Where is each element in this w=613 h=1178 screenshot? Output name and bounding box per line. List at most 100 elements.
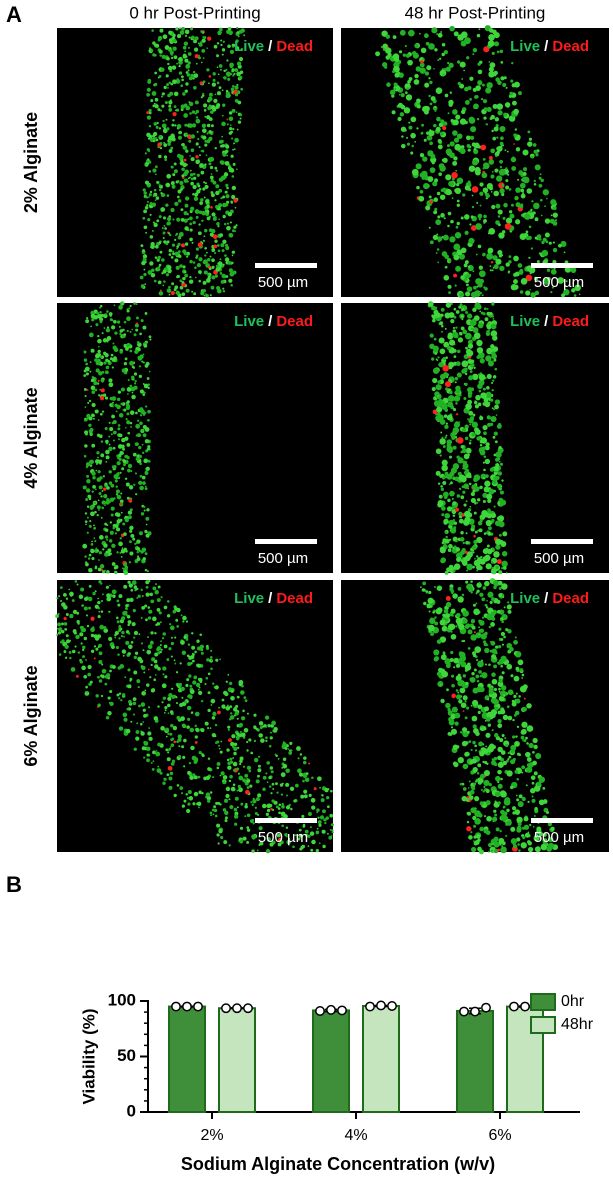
cell xyxy=(187,69,190,72)
cell xyxy=(141,260,146,266)
cell xyxy=(550,199,557,206)
cell xyxy=(63,616,67,621)
cell xyxy=(110,513,114,517)
cell xyxy=(284,747,288,750)
cell xyxy=(136,442,139,446)
cell xyxy=(498,232,505,239)
cell xyxy=(455,169,458,172)
cell xyxy=(293,799,297,803)
cell xyxy=(192,172,196,176)
cell xyxy=(101,371,105,374)
cell xyxy=(170,723,174,728)
cell xyxy=(516,725,520,729)
cell xyxy=(167,600,170,603)
cell xyxy=(175,27,179,31)
cell xyxy=(131,622,136,627)
cell xyxy=(276,791,279,794)
cell xyxy=(426,134,433,141)
cell xyxy=(522,176,528,182)
cell xyxy=(472,373,479,381)
cell xyxy=(449,25,455,32)
cell xyxy=(543,833,547,837)
cell xyxy=(221,114,224,117)
bar xyxy=(506,1005,544,1113)
cell xyxy=(480,788,483,791)
cell xyxy=(492,379,495,382)
cell xyxy=(208,162,212,166)
cell xyxy=(483,214,487,219)
cell xyxy=(98,534,104,540)
cell xyxy=(189,275,192,279)
cell xyxy=(204,682,207,686)
cell xyxy=(74,580,78,583)
cell xyxy=(193,47,199,52)
cell xyxy=(483,642,488,647)
cell xyxy=(456,612,461,618)
cell xyxy=(483,431,487,436)
cell xyxy=(219,27,223,32)
cell xyxy=(147,459,151,463)
cell xyxy=(118,305,123,310)
data-point xyxy=(376,1000,386,1011)
cell xyxy=(516,816,523,824)
cell xyxy=(510,674,514,678)
cell xyxy=(145,592,150,597)
cell xyxy=(475,85,481,91)
cell xyxy=(440,313,444,317)
cell xyxy=(478,565,483,571)
cell xyxy=(461,318,464,321)
cell xyxy=(477,402,482,407)
cell xyxy=(522,836,526,840)
cell xyxy=(191,110,196,114)
cell xyxy=(524,832,530,838)
cell xyxy=(94,358,98,362)
cell xyxy=(217,266,221,270)
cell xyxy=(428,590,432,595)
cell xyxy=(123,532,127,536)
cell xyxy=(233,198,238,203)
cell xyxy=(299,847,303,851)
cell xyxy=(203,109,207,112)
cell xyxy=(143,458,149,464)
data-point xyxy=(459,1006,469,1017)
cell xyxy=(452,109,458,115)
legend-live: Live xyxy=(234,313,264,330)
cell xyxy=(196,262,202,268)
cell xyxy=(220,771,225,776)
cell xyxy=(186,678,190,682)
cell xyxy=(483,532,487,535)
cell xyxy=(87,596,93,602)
cell xyxy=(480,392,487,399)
cell xyxy=(501,566,504,570)
cell xyxy=(128,498,133,503)
cell xyxy=(298,772,304,777)
cell xyxy=(245,802,248,806)
cell xyxy=(187,802,191,806)
cell xyxy=(488,329,491,332)
cell xyxy=(121,547,124,549)
cell xyxy=(235,39,239,43)
cell xyxy=(469,189,472,191)
cell xyxy=(98,371,103,376)
cell xyxy=(233,72,236,75)
cell xyxy=(126,342,131,347)
cell xyxy=(533,771,538,776)
cell xyxy=(92,417,95,420)
cell xyxy=(462,490,466,494)
cell xyxy=(176,245,180,248)
cell xyxy=(236,767,240,771)
cell xyxy=(240,47,244,51)
cell xyxy=(467,180,471,184)
cell xyxy=(326,796,330,800)
cell xyxy=(208,75,212,78)
cell xyxy=(501,845,504,847)
cell xyxy=(132,537,136,541)
cell xyxy=(123,320,127,324)
cell xyxy=(150,761,153,764)
cell xyxy=(205,293,207,296)
cell xyxy=(474,404,479,409)
cell xyxy=(493,809,497,813)
cell xyxy=(134,323,139,328)
cell xyxy=(393,82,398,87)
cell xyxy=(494,399,501,405)
